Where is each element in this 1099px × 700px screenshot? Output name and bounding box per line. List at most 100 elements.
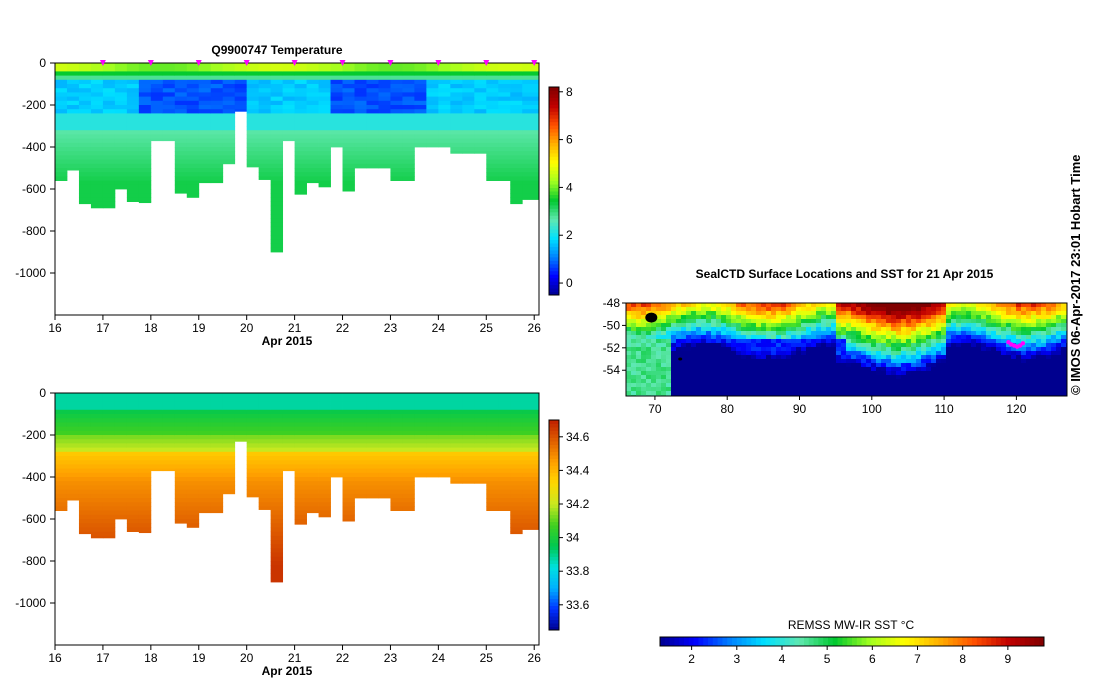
- sst-cell: [1021, 307, 1027, 312]
- heatmap-cell: [498, 71, 511, 76]
- heatmap-cell: [366, 109, 379, 114]
- sst-cell: [681, 315, 687, 320]
- heatmap-cell: [150, 409, 164, 415]
- heatmap-cell: [342, 493, 355, 499]
- heatmap-cell: [510, 519, 523, 524]
- sst-cell: [1026, 375, 1032, 380]
- sst-cell: [721, 335, 727, 340]
- heatmap-cell: [438, 88, 451, 93]
- sst-cell: [846, 347, 852, 352]
- x-tick-label: 20: [240, 651, 254, 665]
- heatmap-cell: [306, 489, 319, 495]
- heatmap-cell: [510, 189, 523, 194]
- sst-cell: [1056, 371, 1062, 376]
- sst-cell: [751, 343, 757, 348]
- heatmap-cell: [55, 126, 68, 131]
- sst-cell: [791, 351, 797, 356]
- heatmap-cell: [138, 180, 152, 186]
- heatmap-cell: [234, 409, 248, 415]
- heatmap-cell: [186, 405, 200, 411]
- surface-location-marker: [195, 60, 202, 66]
- sst-cell: [761, 363, 767, 368]
- heatmap-cell: [55, 163, 68, 169]
- sst-cell: [1016, 351, 1022, 356]
- heatmap-cell: [174, 121, 188, 127]
- sst-cell: [656, 311, 662, 316]
- heatmap-cell: [174, 147, 188, 152]
- heatmap-cell: [78, 134, 92, 139]
- sst-cell: [846, 371, 852, 376]
- sst-cell: [771, 327, 777, 332]
- sst-cell: [886, 303, 892, 308]
- heatmap-cell: [498, 142, 511, 148]
- heatmap-cell: [126, 163, 140, 169]
- heatmap-cell: [318, 142, 331, 148]
- heatmap-cell: [486, 409, 499, 415]
- sst-cell: [981, 315, 987, 320]
- heatmap-cell: [390, 96, 403, 102]
- sst-cell: [1011, 363, 1017, 368]
- sst-cell: [866, 383, 872, 388]
- colorbar-segment: [549, 121, 559, 126]
- heatmap-cell: [198, 414, 212, 419]
- heatmap-cell: [486, 502, 499, 507]
- sst-cell: [671, 375, 677, 380]
- sst-cell: [811, 303, 817, 308]
- heatmap-cell: [258, 456, 272, 461]
- sst-cell: [821, 335, 827, 340]
- heatmap-cell: [294, 163, 307, 169]
- colorbar-segment: [549, 560, 559, 564]
- sst-cell: [891, 371, 897, 376]
- sst-cell: [1031, 379, 1037, 384]
- sst-cell: [731, 335, 737, 340]
- heatmap-cell: [186, 523, 200, 528]
- heatmap-cell: [138, 193, 152, 198]
- sst-cell: [991, 391, 997, 396]
- heatmap-cell: [270, 439, 284, 444]
- sst-cell: [871, 363, 877, 368]
- heatmap-cell: [138, 435, 152, 440]
- heatmap-cell: [486, 405, 499, 411]
- heatmap-cell: [90, 63, 104, 68]
- sst-cell: [791, 355, 797, 360]
- heatmap-cell: [474, 113, 487, 118]
- sst-cell: [1041, 343, 1047, 348]
- heatmap-cell: [90, 519, 104, 524]
- heatmap-cell: [522, 134, 540, 139]
- sst-cell: [836, 387, 842, 392]
- sst-cell: [791, 363, 797, 368]
- sst-cell: [1056, 335, 1062, 340]
- heatmap-cell: [174, 422, 188, 427]
- sst-cell: [766, 307, 772, 312]
- sst-cell: [811, 371, 817, 376]
- heatmap-cell: [378, 485, 391, 490]
- sst-cell: [831, 359, 837, 364]
- heatmap-cell: [55, 464, 68, 469]
- heatmap-cell: [90, 201, 104, 207]
- heatmap-cell: [246, 397, 260, 402]
- heatmap-cell: [498, 430, 511, 436]
- sst-cell: [916, 327, 922, 332]
- heatmap-cell: [282, 456, 296, 461]
- heatmap-cell: [186, 84, 200, 89]
- sst-cell: [766, 343, 772, 348]
- heatmap-cell: [366, 71, 379, 76]
- heatmap-cell: [354, 147, 367, 152]
- sst-cell: [981, 363, 987, 368]
- sst-cell: [641, 339, 647, 344]
- sst-cell: [826, 367, 832, 372]
- sst-cell: [731, 327, 737, 332]
- heatmap-cell: [282, 88, 296, 93]
- sst-cell: [1006, 323, 1012, 328]
- heatmap-cell: [138, 498, 152, 503]
- sst-cell: [811, 315, 817, 320]
- sst-cell: [856, 379, 862, 384]
- heatmap-cell: [246, 472, 260, 478]
- sst-cell: [971, 367, 977, 372]
- sst-cell: [701, 311, 707, 316]
- sst-cell: [881, 359, 887, 364]
- sst-cell: [1001, 383, 1007, 388]
- heatmap-cell: [270, 109, 284, 114]
- sst-cell: [731, 331, 737, 336]
- sst-cell: [706, 331, 712, 336]
